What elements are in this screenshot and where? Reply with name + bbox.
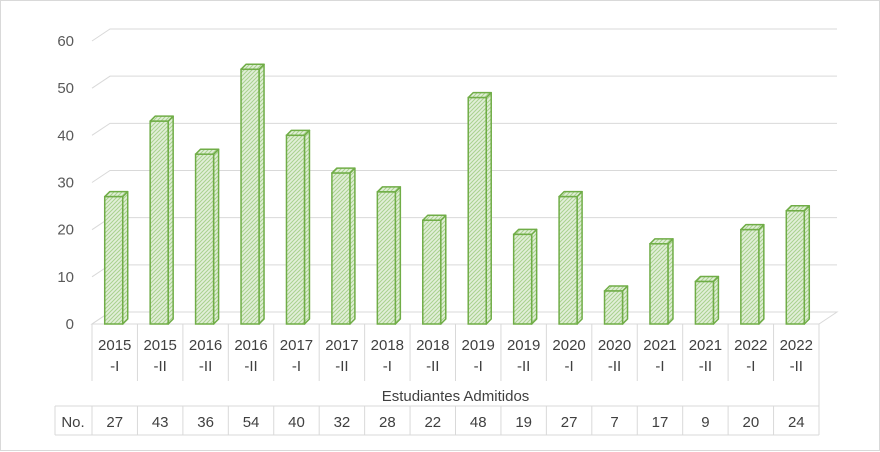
category-label: 2015 -I [98, 337, 131, 375]
bar [331, 167, 356, 325]
bar [285, 129, 311, 325]
category-label: 2018 -II [416, 337, 449, 375]
gridline [91, 122, 837, 136]
category-label: 2017 -II [325, 337, 358, 375]
table-value: 40 [288, 414, 305, 431]
category-label: 2022 -II [780, 337, 813, 375]
bar [103, 190, 129, 325]
table-value: 24 [788, 414, 805, 431]
y-tick-label: 20 [57, 222, 74, 239]
category-label: 2018 -I [371, 337, 404, 375]
y-tick-label: 10 [57, 269, 74, 286]
category-label: 2019 -I [462, 337, 495, 375]
table-value: 19 [515, 414, 532, 431]
category-label: 2021 -I [643, 337, 676, 375]
table-value: 17 [652, 414, 669, 431]
bar [376, 186, 402, 325]
y-tick-label: 60 [57, 33, 74, 50]
x-axis-title: Estudiantes Admitidos [382, 388, 530, 405]
bar [785, 205, 811, 325]
table-value: 43 [152, 414, 169, 431]
category-label: 2015 -II [143, 337, 176, 375]
category-label: 2017 -I [280, 337, 313, 375]
category-label: 2022 -I [734, 337, 767, 375]
table-value: 27 [561, 414, 578, 431]
bar [240, 63, 265, 325]
y-tick-label: 0 [66, 316, 74, 333]
table-value: 28 [379, 414, 396, 431]
bar [422, 214, 447, 325]
bar [467, 91, 492, 325]
bar [194, 148, 220, 325]
table-value: 9 [701, 414, 709, 431]
table-value: 48 [470, 414, 487, 431]
y-tick-label: 30 [57, 175, 74, 192]
y-tick-label: 50 [57, 80, 74, 97]
bars [103, 63, 811, 325]
data-table: 2015 -I 2015 -II 2016 -II 2016 -II 2017 -I 2017 -II… [54, 324, 820, 436]
bar [649, 238, 674, 325]
category-label: 2020 -I [552, 337, 585, 375]
gridline [91, 28, 837, 42]
table-value: 27 [106, 414, 123, 431]
bar [558, 190, 583, 325]
bar [512, 228, 538, 325]
bar [603, 285, 629, 325]
table-value: 20 [743, 414, 760, 431]
gridline [91, 75, 837, 89]
table-value: 54 [243, 414, 260, 431]
category-label: 2016 -II [234, 337, 267, 375]
table-value: 7 [610, 414, 618, 431]
category-label: 2016 -II [189, 337, 222, 375]
category-label: 2020 -II [598, 337, 631, 375]
table-value: 36 [197, 414, 214, 431]
table-value: 22 [424, 414, 441, 431]
category-label: 2021 -II [689, 337, 722, 375]
bar [149, 115, 174, 325]
y-tick-label: 40 [57, 127, 74, 144]
table-value: 32 [334, 414, 351, 431]
y-axis-ticks: 0 10 20 30 40 50 60 [57, 33, 74, 333]
gridline [91, 170, 837, 183]
category-label: 2019 -II [507, 337, 540, 375]
table-row-label: No. [61, 414, 84, 431]
bar [694, 275, 720, 325]
bar [740, 223, 765, 325]
